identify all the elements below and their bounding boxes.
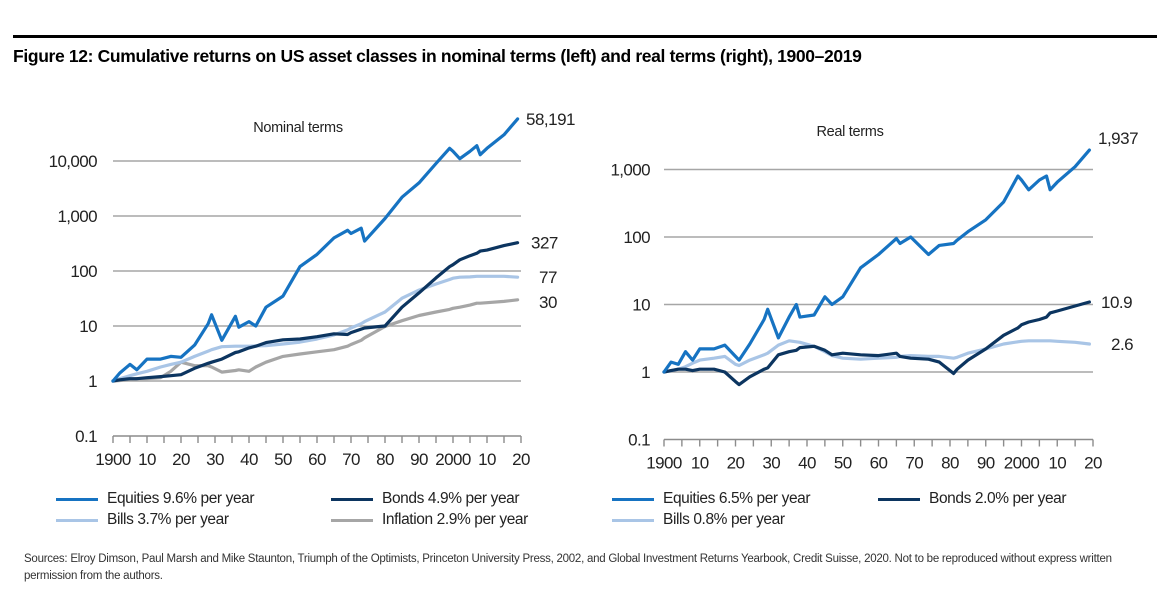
series-line-real-equities	[662, 148, 1092, 374]
legend-swatch-equities	[612, 497, 654, 501]
y-tick-label-nominal: 1,000	[57, 207, 97, 226]
figure-title: Figure 12: Cumulative returns on US asse…	[13, 46, 862, 66]
x-tick-label-real: 10	[691, 454, 709, 473]
x-tick-label-real: 30	[762, 454, 780, 473]
legend-item-real-equities: Equities 6.5% per year	[612, 490, 811, 508]
y-tick-label-real: 1,000	[610, 161, 650, 180]
x-tick-label-nominal: 30	[206, 450, 224, 469]
y-tick-label-nominal: 0.1	[75, 427, 97, 446]
x-tick-label-real: 1900	[646, 454, 682, 473]
end-label-real-bonds: 10.9	[1101, 293, 1132, 312]
legend-label: Bonds 4.9% per year	[382, 490, 520, 507]
x-tick-label-nominal: 50	[274, 450, 292, 469]
y-tick-label-nominal: 1	[88, 372, 97, 391]
series-line-real-bonds	[662, 300, 1092, 387]
x-tick-label-real: 20	[1084, 454, 1102, 473]
y-tick-label-real: 10	[632, 296, 650, 315]
series-line-nominal-inflation	[111, 298, 520, 383]
x-tick-label-real: 40	[798, 454, 816, 473]
series-line-nominal-equities	[111, 117, 520, 383]
x-tick-label-nominal: 80	[376, 450, 394, 469]
sources-note: Sources: Elroy Dimson, Paul Marsh and Mi…	[24, 553, 1112, 582]
x-tick-label-nominal: 10	[138, 450, 156, 469]
series-line-real-bills	[662, 339, 1092, 374]
legend-swatch-bonds	[331, 497, 373, 501]
legend-item-nominal-equities: Equities 9.6% per year	[56, 490, 255, 508]
legend-swatch-bills	[612, 518, 654, 522]
end-label-real-bills: 2.6	[1111, 335, 1133, 354]
end-label-nominal-equities: 58,191	[526, 110, 575, 129]
legend-swatch-equities	[56, 497, 98, 501]
legend-item-nominal-inflation: Inflation 2.9% per year	[331, 511, 528, 529]
panel-title-real: Real terms	[816, 124, 883, 140]
x-tick-label-nominal: 1900	[95, 450, 131, 469]
y-tick-label-real: 100	[623, 228, 650, 247]
legend-item-real-bills: Bills 0.8% per year	[612, 511, 785, 529]
legend-label: Equities 9.6% per year	[107, 490, 255, 507]
x-tick-label-real: 70	[905, 454, 923, 473]
x-tick-label-real: 80	[941, 454, 959, 473]
panel-title-nominal: Nominal terms	[253, 120, 343, 136]
x-tick-label-nominal: 2000	[435, 450, 471, 469]
end-label-nominal-bills: 77	[539, 268, 557, 287]
legend-item-real-bonds: Bonds 2.0% per year	[878, 490, 1067, 508]
x-tick-label-real: 60	[870, 454, 888, 473]
legend-label: Inflation 2.9% per year	[382, 511, 528, 528]
legend-label: Bonds 2.0% per year	[929, 490, 1067, 507]
x-tick-label-nominal: 20	[512, 450, 530, 469]
legend-item-nominal-bonds: Bonds 4.9% per year	[331, 490, 520, 508]
series-line-nominal-bills	[111, 274, 520, 383]
legend-label: Bills 0.8% per year	[663, 511, 785, 528]
end-label-nominal-bonds: 327	[531, 234, 558, 253]
legend-label: Bills 3.7% per year	[107, 511, 229, 528]
x-tick-label-real: 10	[1048, 454, 1066, 473]
x-tick-label-real: 2000	[1004, 454, 1040, 473]
x-tick-label-real: 50	[834, 454, 852, 473]
legend-swatch-bills	[56, 518, 98, 522]
x-tick-label-nominal: 40	[240, 450, 258, 469]
x-tick-label-nominal: 20	[172, 450, 190, 469]
x-tick-label-nominal: 10	[478, 450, 496, 469]
legend-swatch-inflation	[331, 518, 373, 522]
end-label-nominal-inflation: 30	[539, 293, 557, 312]
x-tick-label-real: 90	[977, 454, 995, 473]
top-rule	[13, 35, 1157, 38]
x-tick-label-nominal: 60	[308, 450, 326, 469]
y-tick-label-real: 1	[641, 363, 650, 382]
series-line-nominal-bonds	[111, 241, 520, 383]
y-tick-label-nominal: 10	[79, 317, 97, 336]
y-tick-label-real: 0.1	[628, 431, 650, 450]
legend-label: Equities 6.5% per year	[663, 490, 811, 507]
legend-item-nominal-bills: Bills 3.7% per year	[56, 511, 229, 529]
y-tick-label-nominal: 10,000	[49, 152, 98, 171]
end-label-real-equities: 1,937	[1098, 129, 1138, 148]
x-tick-label-nominal: 70	[342, 450, 360, 469]
legend-swatch-bonds	[878, 497, 920, 501]
x-tick-label-nominal: 90	[410, 450, 428, 469]
y-tick-label-nominal: 100	[70, 262, 97, 281]
x-tick-label-real: 20	[727, 454, 745, 473]
